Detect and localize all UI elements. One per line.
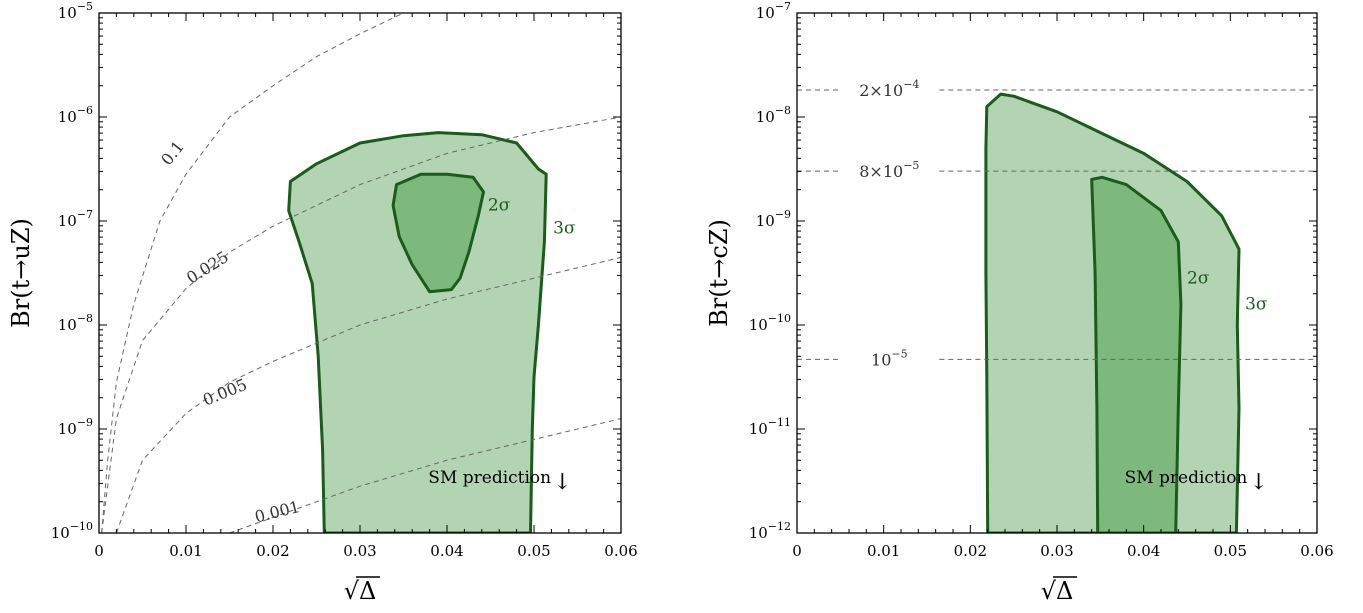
y-tick-label: 10−8 [58,312,93,334]
x-tick-label: 0.01 [169,542,202,560]
reference-curve-label: 0.1 [157,137,188,169]
y-tick-exponent: −10 [70,520,93,533]
region-2sigma [391,172,485,294]
y-tick-base: 10 [749,420,768,438]
reference-curve-0 [101,13,404,533]
reference-line-label-exponent: −5 [903,159,919,172]
y-tick-label: 10−7 [756,0,791,22]
sm-prediction-arrow: ↓ [553,470,571,495]
y-tick-base: 10 [756,4,775,22]
x-axis: 0 0.01 0.02 0.03 0.04 0.05 0.06 [792,13,1334,560]
x-axis: 0 0.01 0.02 0.03 0.04 0.05 0.06 [94,13,638,560]
reference-line-label: 2×10−4 [859,78,919,100]
y-tick-exponent: −10 [768,312,791,325]
y-tick-label: 10−10 [51,520,93,542]
sm-prediction-label: SM prediction [428,468,551,488]
reference-curve-label: 0.005 [200,375,250,410]
y-tick-base: 10 [58,4,77,22]
sm-prediction-arrow: ↓ [1249,470,1267,495]
y-tick-base: 10 [749,316,768,334]
x-tick-label: 0 [94,542,104,560]
reference-curve-1 [101,116,621,533]
y-tick-exponent: −6 [77,104,93,117]
y-tick-label: 10−5 [58,0,93,22]
y-tick-base: 10 [58,316,77,334]
y-tick-exponent: −9 [77,416,93,429]
sigma-label-2sigma: 2σ [1187,268,1210,288]
x-axis-label: √Δ [344,577,377,605]
y-axis-label: Br(t→cZ) [705,219,733,327]
y-tick-label: 10−12 [749,520,791,542]
x-tick-label: 0.04 [430,542,463,560]
y-tick-label: 10−11 [749,416,791,438]
y-tick-base: 10 [51,524,70,542]
y-tick-base: 10 [756,212,775,230]
y-tick-base: 10 [58,420,77,438]
sigma-label-3sigma: 3σ [1245,294,1268,314]
sigma-label-3sigma: 3σ [553,218,576,238]
y-tick-base: 10 [749,524,768,542]
reference-line-label: 10−5 [871,347,908,369]
right-panel-cZ: 0 0.01 0.02 0.03 0.04 0.05 0.0610−1210−1110−10… [705,0,1334,605]
sm-prediction-label: SM prediction [1125,468,1248,488]
x-tick-label: 0 [792,542,802,560]
left-panel-uZ: 0 0.01 0.02 0.03 0.04 0.05 0.0610−1010−910−810… [7,0,638,605]
y-tick-exponent: −12 [768,520,791,533]
x-tick-label: 0.03 [1040,542,1073,560]
y-tick-label: 10−6 [58,104,93,126]
x-tick-label: 0.04 [1127,542,1160,560]
y-tick-label: 10−7 [58,208,93,230]
reference-curve-label: 0.025 [183,247,232,287]
y-tick-exponent: −7 [77,208,93,221]
y-tick-exponent: −9 [775,208,791,221]
reference-line-label: 8×10−5 [859,159,919,181]
y-tick-label: 10−9 [756,208,791,230]
y-tick-label: 10−8 [756,104,791,126]
reference-curve-2 [115,256,621,533]
y-tick-exponent: −8 [77,312,93,325]
x-tick-label: 0.02 [954,542,987,560]
y-tick-label: 10−9 [58,416,93,438]
y-tick-base: 10 [58,108,77,126]
reference-line-label-base: 2×10 [859,81,903,100]
reference-curve-3 [229,418,621,533]
region-3sigma [287,131,548,533]
x-tick-label: 0.06 [1300,542,1333,560]
plot-area [797,89,1317,533]
y-tick-base: 10 [756,108,775,126]
reference-line-label-base: 8×10 [859,162,903,181]
x-tick-label: 0.02 [256,542,289,560]
reference-line-label-exponent: −5 [891,347,907,360]
region-2sigma [1090,175,1183,533]
y-tick-exponent: −11 [768,416,791,429]
y-tick-base: 10 [58,212,77,230]
x-axis-label: √Δ [1041,577,1074,605]
y-tick-label: 10−10 [749,312,791,334]
reference-line-label-base: 10 [871,350,891,369]
y-tick-exponent: −5 [77,0,93,13]
plot-area [101,13,621,533]
y-axis-label: Br(t→uZ) [7,218,35,328]
x-tick-label: 0.05 [517,542,550,560]
x-tick-label: 0.03 [343,542,376,560]
y-tick-exponent: −8 [775,104,791,117]
sigma-label-2sigma: 2σ [488,196,511,216]
x-tick-label: 0.05 [1214,542,1247,560]
y-tick-exponent: −7 [775,0,791,13]
x-tick-label: 0.01 [867,542,900,560]
x-tick-label: 0.06 [604,542,637,560]
reference-line-label-exponent: −4 [903,78,919,91]
